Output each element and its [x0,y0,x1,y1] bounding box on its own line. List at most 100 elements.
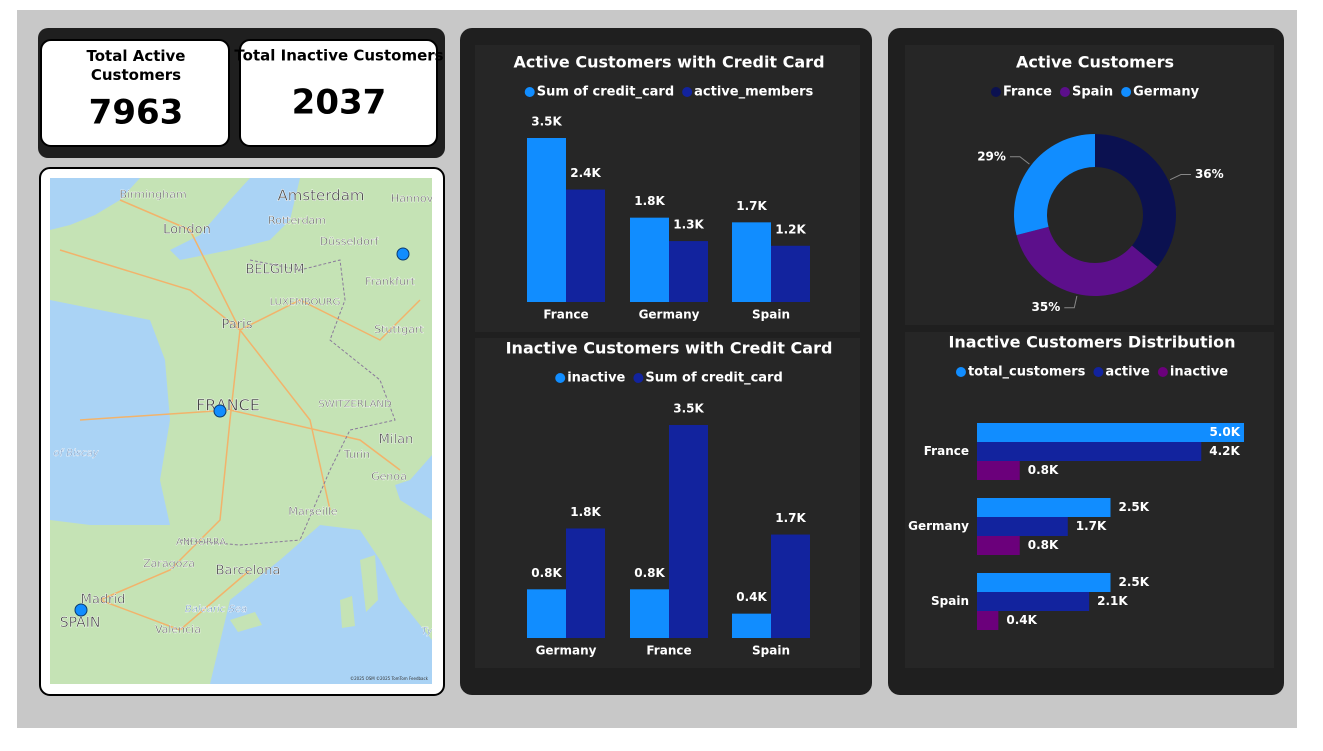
data-label: 5.0K [1209,425,1240,439]
map-place-label: Paris [222,318,253,333]
donut-slice [1014,134,1095,236]
legend-marker [633,373,644,383]
data-label: 1.7K [775,511,806,525]
y-tick-label: France [924,444,969,458]
bar [977,573,1111,592]
data-label: 0.8K [531,566,562,580]
bar [771,245,810,302]
legend-marker [1093,367,1104,377]
x-tick-label: Germany [639,308,700,322]
legend-label: Spain [1072,85,1113,100]
data-label: 1.8K [570,505,601,519]
bar [669,241,708,302]
map-place-label: Balearic Sea [185,604,247,615]
data-label: 1.8K [634,194,665,208]
chart-title: Inactive Customers Distribution [948,333,1235,352]
data-label: 0.4K [736,590,767,604]
data-label: 4.2K [1209,444,1240,458]
bar [566,189,605,302]
map-place-label: Marseille [288,505,337,518]
kpi-value: 7963 [89,93,184,133]
legend-label: Sum of credit_card [537,85,674,100]
legend-marker [990,87,1001,97]
data-label: 2.5K [1119,575,1150,589]
bar [669,425,708,638]
map-place-label: SWITZERLAND [318,399,392,410]
map-place-label: Birmingham [119,188,186,201]
map-place-label: BELGIUM [245,263,304,278]
legend-marker [1059,87,1070,97]
legend-label: active_members [694,85,813,100]
data-label: 2.4K [570,166,601,180]
map-place-label: Madrid [81,593,126,608]
donut-slice [1095,134,1177,267]
legend-label: Sum of credit_card [645,371,782,386]
legend: total_customers active inactive [955,365,1228,380]
map-borders [179,259,396,546]
map: Birmingham London Amsterdam Rotterdam Düssel… [50,178,434,684]
chart-title: Inactive Customers with Credit Card [506,339,833,358]
bar [527,138,566,302]
legend-label: inactive [1170,365,1228,380]
map-marker [396,247,410,261]
legend-label: active [1105,365,1150,380]
chart-title: Active Customers with Credit Card [513,53,824,72]
map-place-label: FRANCE [196,396,260,415]
data-label: 2.1K [1097,594,1128,608]
legend-label: total_customers [968,365,1086,380]
leader-line [1009,156,1030,165]
x-tick-label: Spain [752,644,790,658]
bar [566,528,605,638]
kpi-label: Total Active Customers [87,47,186,84]
legend-marker [682,87,693,97]
bar [977,498,1111,517]
data-label: 0.8K [1028,463,1059,477]
map-place-label: Barcelona [216,564,281,579]
map-place-label: Hannov [391,192,434,205]
data-label: 1.7K [736,199,767,213]
legend-marker [555,373,566,383]
data-label: 3.5K [673,402,704,416]
legend-label: France [1003,85,1052,100]
kpi-label: Total Inactive Customers [234,47,443,65]
legend-marker [1157,367,1168,377]
map-place-label: LUXEMBOURG [270,297,341,308]
kpi-value: 2037 [292,83,387,123]
map-place-label: of Biscay [53,448,99,459]
legend: inactive Sum of credit_card [555,371,783,386]
map-sea [170,178,300,260]
data-label: 1.3K [673,218,704,232]
bar [977,423,1244,442]
map-island [340,555,378,628]
legend-marker [1121,87,1132,97]
data-label: 0.8K [634,566,665,580]
leader-line [1064,295,1078,309]
kpi-card [239,39,438,147]
map-place-label: Valencia [155,623,201,636]
legend: Sum of credit_card active_members [524,85,814,100]
map-place-label: Zaragoza [143,557,195,570]
bar [630,589,669,638]
map-place-label: Stuttgart [374,323,424,336]
legend: France Spain Germany [990,85,1200,100]
map-sea [395,455,432,520]
bar [977,536,1020,555]
bar [630,217,669,302]
map-place-label: Turin [343,448,371,461]
data-label: 29% [977,149,1006,163]
map-marker [74,603,88,617]
map-sea [210,525,432,684]
bar [977,442,1202,461]
y-tick-label: Germany [908,519,969,533]
map-roads [59,199,421,631]
donut-slice [1016,226,1158,297]
legend-marker [955,367,966,377]
data-label: 35% [1032,300,1061,314]
leader-line [1169,174,1191,181]
bar [732,613,771,638]
map-marker [213,404,227,418]
legend-marker [524,87,535,97]
chart-title: Active Customers [1016,53,1174,72]
map-place-label: Genoa [371,470,407,483]
